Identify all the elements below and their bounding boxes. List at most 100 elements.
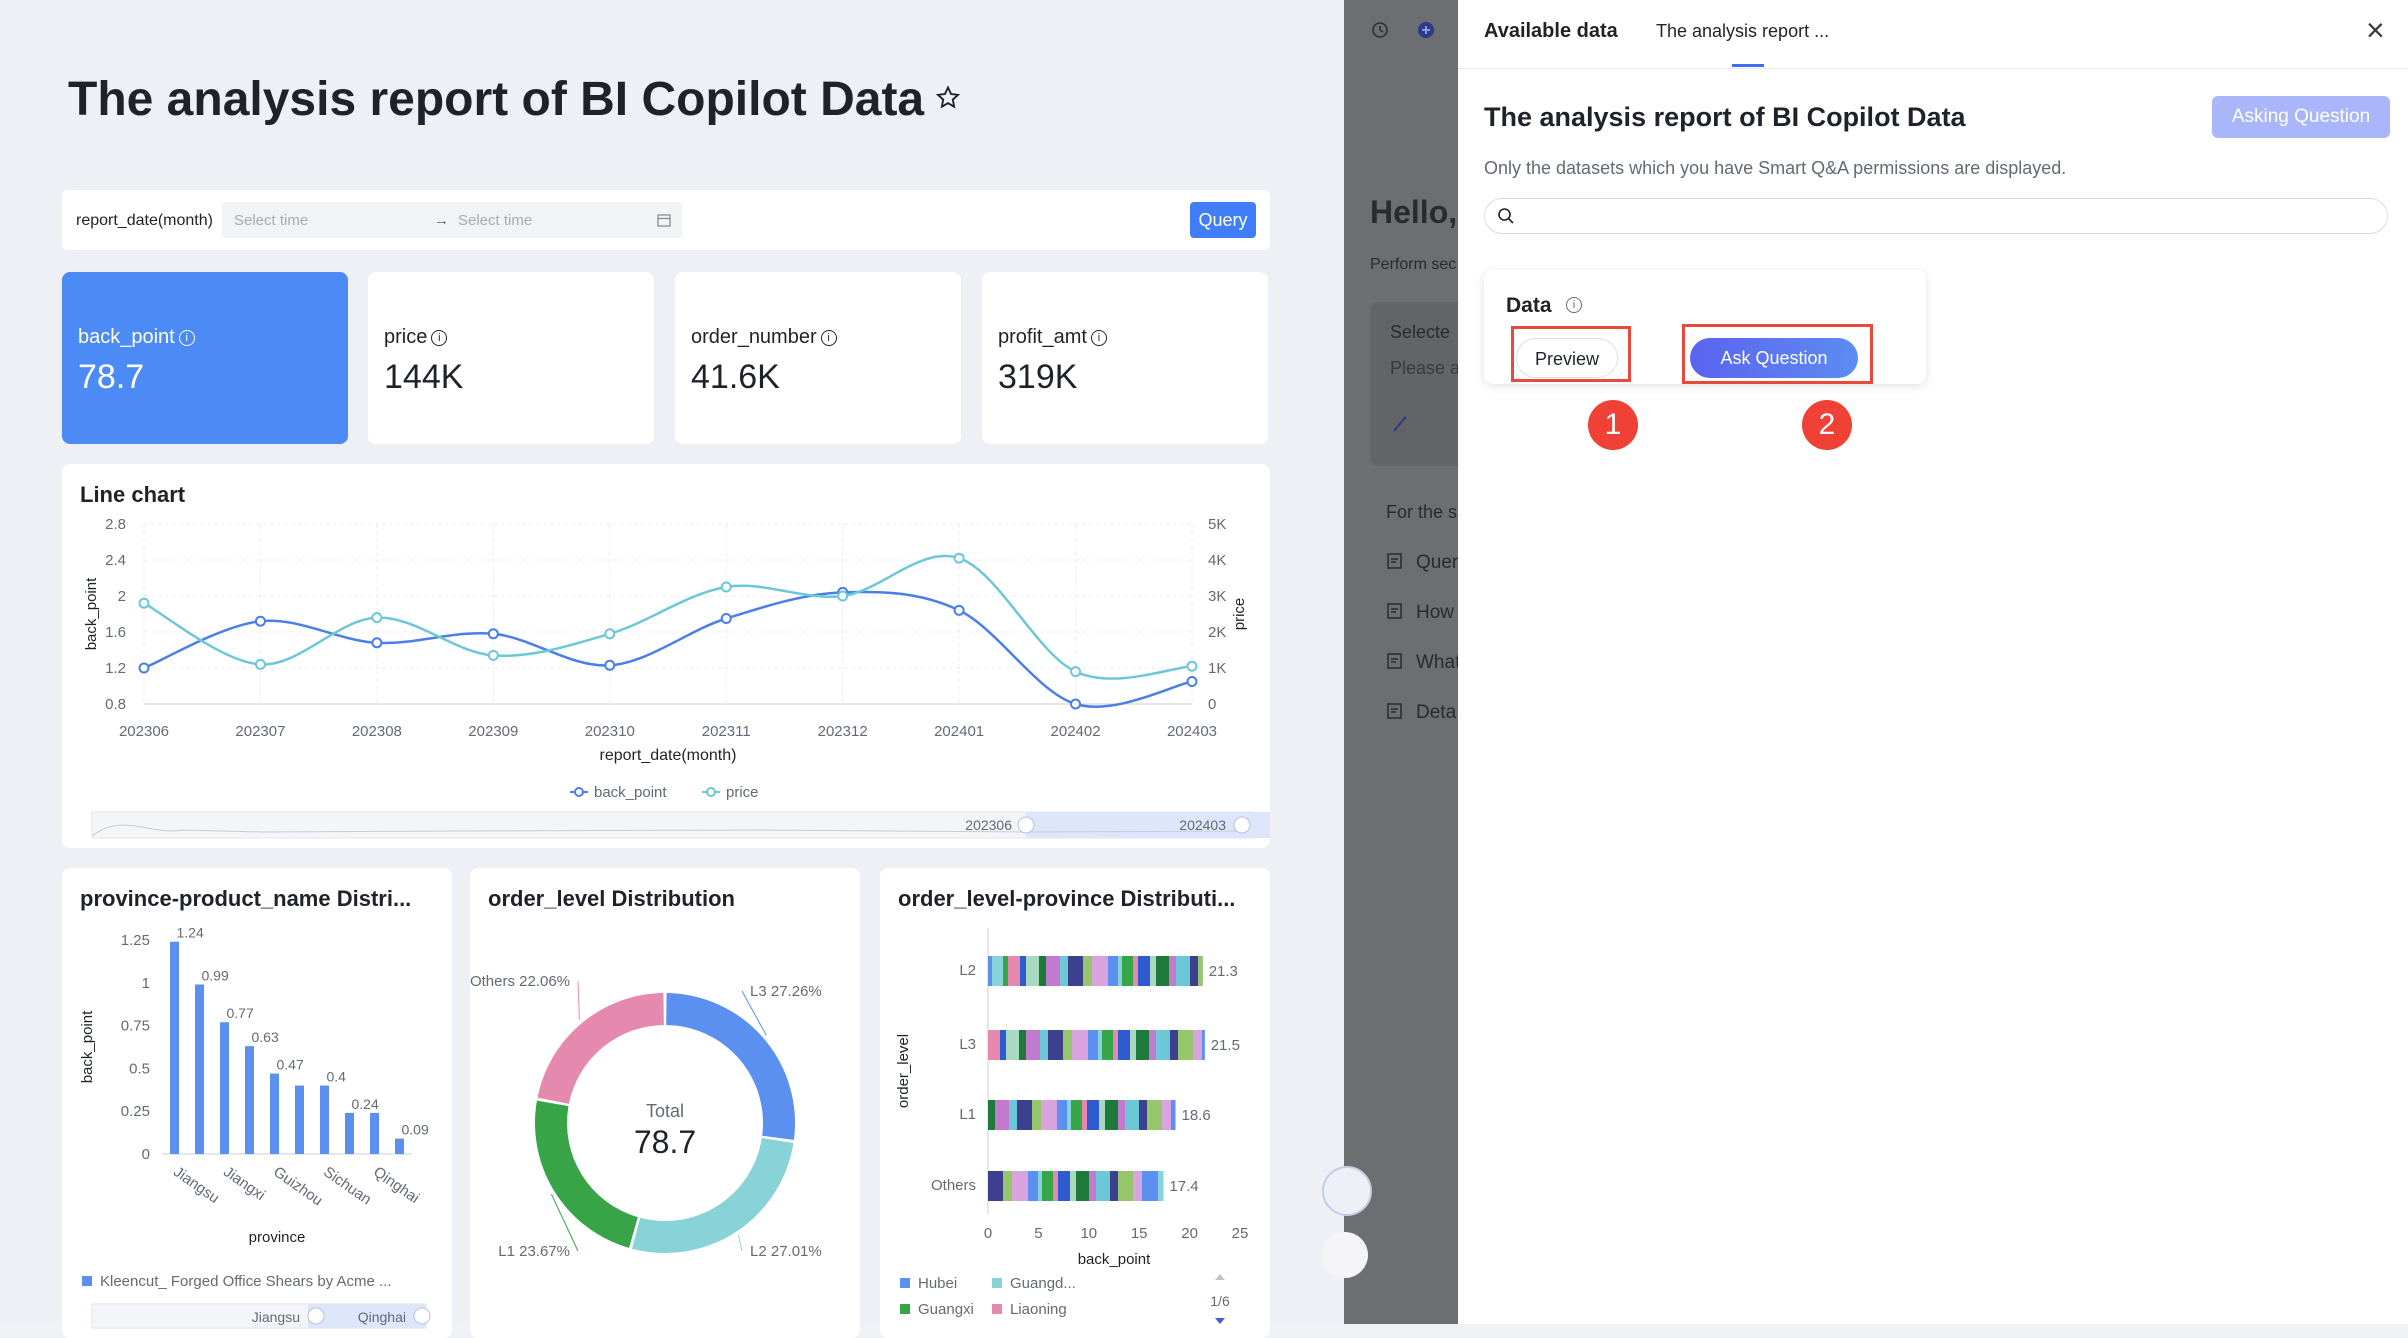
data-point-price	[1186, 660, 1198, 672]
bar	[170, 941, 179, 1154]
legend-label: Guangd...	[1010, 1275, 1076, 1292]
info-icon[interactable]: i	[820, 330, 837, 346]
bar-segment	[1000, 1030, 1006, 1060]
available-data-panel: Available data The analysis report ... ×…	[1458, 0, 2408, 1324]
step-badge-1: 1	[1588, 400, 1638, 450]
order-level-province-card: order_level-province Distributi... 0 5 10 1…	[880, 868, 1270, 1338]
panel-title: The analysis report of BI Copilot Data	[1484, 102, 1966, 132]
bar-segment	[1039, 956, 1046, 986]
bar-segment	[1147, 1100, 1162, 1130]
slice-label: L2 27.01%	[750, 1243, 822, 1260]
doc-icon	[1387, 553, 1402, 569]
x-tick-label: Guizhou	[270, 1163, 326, 1209]
dataset-title: Data	[1506, 294, 1552, 317]
calendar-icon	[657, 214, 671, 227]
query-button[interactable]: Query	[1190, 202, 1256, 238]
bar-segment	[1071, 1100, 1082, 1130]
legend-label: Kleencut_ Forged Office Shears by Acme .…	[100, 1273, 392, 1290]
order-level-donut-chart: L3 27.26% L2 27.01% L1 23.67% Others 22.06%…	[470, 973, 822, 1260]
y-tick-label: 0.25	[121, 1103, 150, 1120]
bar-segment	[1048, 1030, 1063, 1060]
assistant-avatar[interactable]	[1322, 1166, 1372, 1216]
end-time-placeholder[interactable]: Select time	[458, 212, 533, 229]
star-icon[interactable]	[934, 84, 962, 112]
bar-segment	[995, 1100, 1009, 1130]
bar-segment	[1026, 956, 1039, 986]
legend-label: Hubei	[918, 1275, 957, 1292]
y-right-tick-label: 1K	[1208, 660, 1226, 677]
greeting-text: Hello,	[1370, 194, 1458, 230]
bar-value-label: 0.4	[327, 1069, 347, 1085]
y-left-tick-label: 0.8	[105, 696, 126, 713]
y-right-tick-label: 5K	[1208, 516, 1226, 533]
ask-question-button[interactable]: Ask Question	[1690, 338, 1858, 378]
bar-segment	[988, 1030, 1000, 1060]
y-tick-label: 1.25	[121, 932, 150, 949]
y-tick-label: L1	[959, 1106, 976, 1123]
bar-segment	[1038, 1171, 1042, 1201]
bar	[320, 1085, 329, 1154]
selected-text: Selecte	[1390, 322, 1451, 342]
zoom-start-label: Jiangsu	[252, 1309, 300, 1325]
zoom-handle-end	[413, 1307, 431, 1325]
kpi-card-order-number[interactable]: order_number i 41.6K	[675, 272, 961, 444]
center-value: 78.7	[634, 1124, 696, 1160]
doc-icon	[1387, 653, 1402, 669]
x-tick-label: 15	[1131, 1225, 1148, 1242]
data-point-back_point	[604, 659, 616, 671]
preview-button[interactable]: Preview	[1516, 338, 1618, 378]
y-tick-label: 1	[142, 975, 150, 992]
data-point-back_point	[953, 604, 965, 616]
x-tick-label: 10	[1080, 1225, 1097, 1242]
bar	[370, 1112, 379, 1154]
zoom-handle-end	[1233, 816, 1251, 834]
bar-segment	[1083, 956, 1092, 986]
bar-segment	[1150, 956, 1156, 986]
ghost-suggestion-2: How	[1386, 602, 1458, 623]
info-icon[interactable]: i	[1566, 297, 1582, 313]
bar-segment	[1041, 1100, 1057, 1130]
data-point-price	[953, 552, 965, 564]
bar-segment	[1118, 1100, 1125, 1130]
kpi-label: price	[384, 326, 428, 348]
legend-swatch	[992, 1278, 1002, 1288]
modal-overlay[interactable]: Hello, Perform sec Selecte Please a For …	[1322, 0, 1460, 1324]
info-icon[interactable]: i	[1090, 330, 1107, 346]
tab-analysis-report[interactable]: The analysis report ...	[1656, 21, 1830, 41]
kpi-card-profit-amt[interactable]: profit_amt i 319K	[982, 272, 1268, 444]
highlight-box-ask	[1682, 324, 1873, 384]
bar-value-label: 17.4	[1169, 1178, 1198, 1195]
bar-segment	[1130, 1030, 1136, 1060]
info-icon[interactable]: i	[178, 330, 195, 346]
bar-segment	[1003, 1171, 1012, 1201]
asking-question-button[interactable]: Asking Question	[2212, 96, 2390, 138]
kpi-card-back-point[interactable]: back_point i 78.7	[62, 272, 348, 444]
bar-segment	[988, 1171, 1003, 1201]
bar	[270, 1073, 279, 1154]
y-right-axis-label: price	[1231, 598, 1248, 631]
info-icon[interactable]: i	[431, 330, 448, 346]
order-level-province-chart: 0 5 10 15 20 25 order_level back_point L2 21.3 L3 2…	[895, 928, 1248, 1324]
bar-segment	[1136, 1030, 1149, 1060]
start-time-placeholder[interactable]: Select time	[234, 212, 309, 229]
x-tick-label: Jiangsu	[170, 1163, 222, 1207]
y-tick-label: 0.75	[121, 1018, 150, 1035]
bar-segment	[1067, 1100, 1071, 1130]
zoom-handle-start	[307, 1307, 325, 1325]
apps-button[interactable]	[1322, 1232, 1368, 1278]
kpi-card-price[interactable]: price i 144K	[368, 272, 654, 444]
search-input[interactable]	[1484, 198, 2388, 234]
active-tab-indicator	[1732, 64, 1764, 67]
tab-available-data[interactable]: Available data	[1484, 20, 1618, 42]
bar-segment	[1156, 956, 1169, 986]
magic-wand-icon	[1393, 416, 1407, 432]
x-tick-label: 0	[984, 1225, 992, 1242]
bar-segment	[1032, 1100, 1041, 1130]
data-point-back_point	[371, 637, 383, 649]
bar-segment	[1017, 1100, 1032, 1130]
y-tick-label: Others	[931, 1177, 976, 1194]
date-range-picker[interactable]: Select time → Select time	[222, 202, 682, 238]
close-icon[interactable]: ×	[2366, 12, 2385, 48]
bar	[195, 984, 204, 1154]
legend-swatch	[900, 1278, 910, 1288]
